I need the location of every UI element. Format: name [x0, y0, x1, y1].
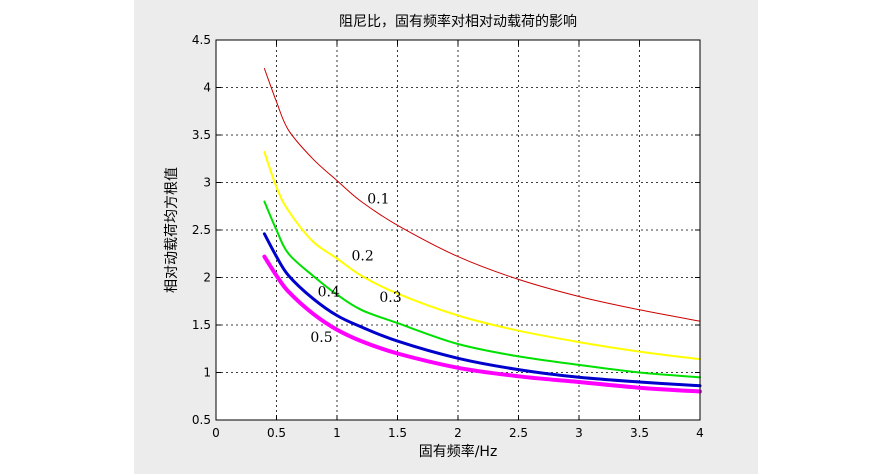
y-tick-label: 4.5 — [192, 33, 211, 47]
x-tick-label: 0 — [212, 426, 220, 440]
y-tick-label: 2.5 — [192, 223, 211, 237]
series-line-0-3 — [263, 200, 701, 379]
y-tick-label: 3 — [203, 176, 211, 190]
series-line-0-2 — [263, 151, 701, 361]
y-tick-label: 2 — [203, 271, 211, 285]
y-tick-label: 0.5 — [192, 413, 211, 427]
y-tick-label: 3.5 — [192, 128, 211, 142]
series-curves — [262, 68, 702, 394]
y-tick-label: 1.5 — [192, 318, 211, 332]
x-tick-label: 4 — [696, 426, 704, 440]
x-tick-label: 2.5 — [509, 426, 528, 440]
series-line-0-5 — [262, 254, 702, 394]
x-tick-label: 3.5 — [630, 426, 649, 440]
series-label: 0.2 — [352, 248, 374, 264]
line-chart: 0.10.20.30.40.5 0 0.5 1 1.5 2 2.5 3 3.5 40.511.5… — [164, 13, 704, 460]
series-label: 0.5 — [310, 330, 332, 346]
axis-ticks: 0 0.5 1 1.5 2 2.5 3 3.5 40.511.522.533.544.5 — [192, 33, 704, 440]
series-line-0-1 — [263, 68, 701, 322]
series-label: 0.4 — [318, 285, 340, 301]
x-tick-label: 1 — [333, 426, 341, 440]
chart-title: 阻尼比，固有频率对相对动载荷的影响 — [339, 13, 577, 30]
figure-window: 0.1 0.2 0.3 0.4 0.5 0 0.5 1 1.5 2 2.5 3 3.5 4 0.5 1 1.5… — [134, 0, 758, 474]
x-tick-label: 2 — [454, 426, 462, 440]
y-axis-title: 相对动载荷均方根值 — [164, 167, 180, 293]
y-tick-label: 4 — [203, 81, 211, 95]
y-tick-label: 1 — [203, 366, 211, 380]
series-label: 0.3 — [379, 290, 401, 306]
x-tick-label: 1.5 — [388, 426, 407, 440]
x-axis-title: 固有频率/Hz — [419, 443, 498, 460]
x-tick-label: 0.5 — [267, 426, 286, 440]
series-labels: 0.1 0.2 0.3 0.4 0.5 — [310, 191, 401, 346]
x-tick-label: 3 — [575, 426, 583, 440]
series-label: 0.1 — [367, 191, 389, 207]
series-line-0-4 — [262, 232, 702, 388]
